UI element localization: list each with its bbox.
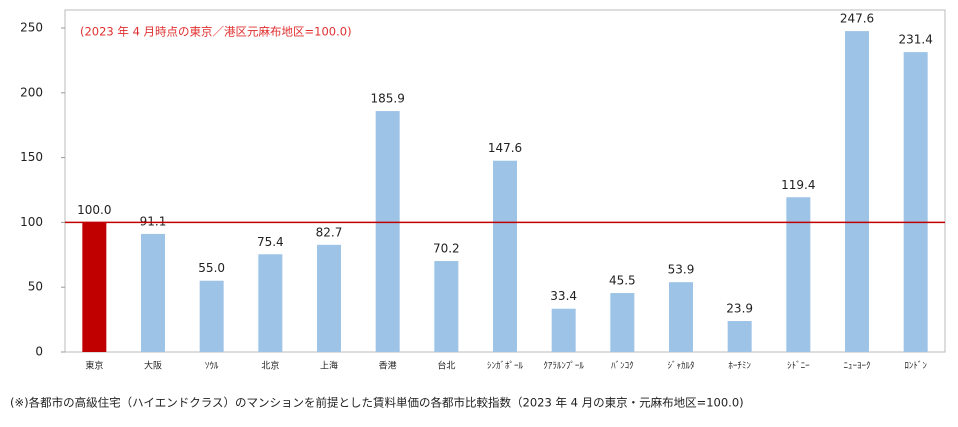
bar — [551, 308, 576, 352]
value-label: 53.9 — [668, 263, 695, 277]
value-label: 82.7 — [316, 225, 343, 239]
x-tick-label: 北京 — [261, 360, 279, 372]
x-tick-label: ｼﾄﾞﾆｰ — [787, 361, 810, 372]
bar — [258, 254, 283, 352]
x-tick-label: ﾎｰﾁﾐﾝ — [728, 361, 751, 372]
x-tick-label: ｼﾞｬｶﾙﾀ — [667, 361, 694, 372]
x-tick-label: ﾆｭｰﾖｰｸ — [843, 361, 870, 372]
footnote: (※)各都市の高級住宅（ハイエンドクラス）のマンションを前提とした賃料単価の各都… — [10, 396, 744, 410]
x-tick-label: 東京 — [85, 360, 103, 372]
value-label: 231.4 — [898, 33, 932, 47]
x-tick-label: 上海 — [320, 360, 338, 372]
x-tick-label: ｿｳﾙ — [205, 361, 219, 372]
bar — [903, 52, 928, 353]
y-tick-label: 200 — [20, 85, 43, 99]
value-label: 33.4 — [550, 289, 577, 303]
value-label: 91.1 — [140, 214, 167, 228]
value-label: 100.0 — [77, 203, 111, 217]
x-tick-label: ｸｱﾗﾙﾝﾌﾟｰﾙ — [543, 361, 584, 372]
x-tick-label: 香港 — [379, 360, 397, 372]
y-tick-label: 250 — [20, 21, 43, 35]
y-tick-label: 100 — [20, 215, 43, 229]
value-label: 147.6 — [488, 141, 522, 155]
value-label: 45.5 — [609, 274, 636, 288]
bar — [199, 280, 224, 352]
bar — [493, 160, 517, 352]
bar — [727, 321, 752, 352]
x-tick-label: 台北 — [437, 360, 455, 372]
x-tick-label: ｼﾝｶﾞﾎﾟｰﾙ — [487, 361, 524, 372]
value-label: 247.6 — [840, 12, 874, 26]
y-tick-label: 150 — [20, 150, 43, 164]
bar — [669, 282, 693, 352]
value-label: 119.4 — [781, 178, 815, 192]
bar — [845, 31, 869, 352]
bar — [375, 111, 400, 352]
bar — [610, 293, 635, 352]
bar — [141, 233, 165, 352]
bar — [786, 197, 811, 352]
x-tick-label: 大阪 — [144, 360, 162, 372]
annotation: (2023 年 4 月時点の東京／港区元麻布地区=100.0) — [80, 25, 352, 39]
value-label: 23.9 — [726, 302, 753, 316]
value-label: 75.4 — [257, 235, 284, 249]
y-tick-label: 0 — [35, 345, 43, 359]
x-tick-label: ﾛﾝﾄﾞﾝ — [904, 361, 927, 372]
value-label: 185.9 — [370, 92, 404, 106]
bar — [317, 244, 341, 352]
value-label: 55.0 — [198, 261, 225, 275]
value-label: 70.2 — [433, 242, 460, 256]
x-tick-label: ﾊﾞﾝｺｸ — [611, 361, 634, 372]
bar — [434, 261, 459, 352]
bar — [82, 222, 107, 352]
y-tick-label: 50 — [28, 280, 43, 294]
